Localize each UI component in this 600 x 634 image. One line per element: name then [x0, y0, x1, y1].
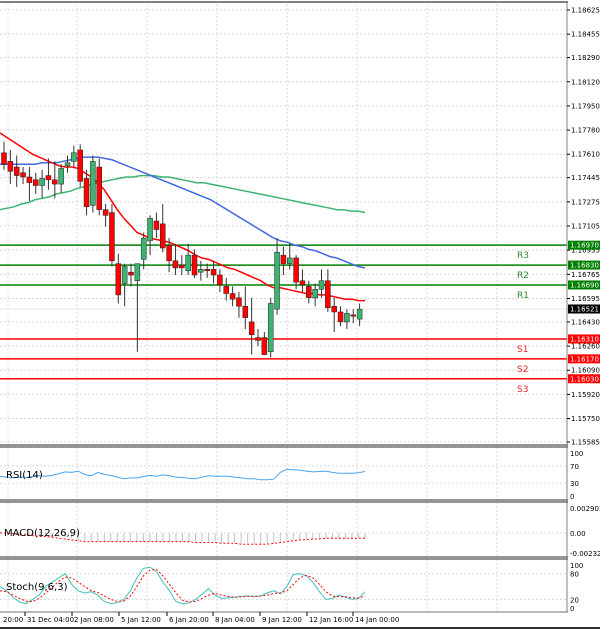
level-s2-label: S2	[517, 365, 528, 375]
time-axis[interactable]: 20:00 31 Dec 04:00 2 Jan 08:00 5 Jan 12:00 6…	[3, 612, 399, 624]
price-tick: 1.18290	[571, 54, 600, 62]
level-r2-label: R2	[517, 271, 529, 281]
price-tick: 1.16765	[571, 271, 600, 279]
rsi-label: RSI(14)	[6, 470, 43, 481]
grid-lines	[0, 4, 567, 612]
level-s3-price-tag	[568, 374, 600, 384]
price-tick: 1.16430	[571, 318, 600, 326]
price-tick: 1.15750	[571, 415, 600, 423]
macd-label: MACD(12,26,9)	[4, 528, 80, 539]
svg-text:30: 30	[570, 480, 579, 488]
level-r3-label: R3	[517, 251, 529, 261]
level-r1-label: R1	[517, 291, 529, 301]
svg-text:70: 70	[570, 463, 579, 471]
price-tick: 1.17780	[571, 127, 600, 135]
svg-text:1.16521: 1.16521	[570, 305, 599, 313]
time-tick: 31 Dec 04:00	[27, 616, 74, 624]
svg-text:0: 0	[570, 493, 574, 501]
price-tick: 1.16260	[571, 343, 600, 351]
price-axis[interactable]: 1.18625 1.18455 1.18290 1.18120 1.17950 1.177…	[567, 7, 600, 614]
time-tick: 20:00	[3, 616, 23, 624]
time-tick: 14 Jan 00:00	[355, 616, 399, 624]
svg-text:80: 80	[570, 571, 579, 579]
svg-text:1.16690: 1.16690	[570, 281, 599, 289]
level-s1-price-tag	[568, 334, 600, 344]
price-tick: 1.17445	[571, 174, 600, 182]
time-tick: 12 Jan 16:00	[309, 616, 353, 624]
price-tick: 1.17105	[571, 223, 600, 231]
price-tick: 1.17950	[571, 102, 600, 110]
price-tick: 1.16090	[571, 367, 600, 375]
time-tick: 8 Jan 04:00	[215, 616, 255, 624]
time-tick: 9 Jan 12:00	[262, 616, 302, 624]
candles	[1, 141, 363, 358]
svg-text:1.16830: 1.16830	[570, 262, 599, 270]
stoch-label: Stoch(9,6,3)	[6, 582, 68, 593]
svg-text:1.16170: 1.16170	[570, 355, 599, 363]
svg-text:1.16310: 1.16310	[570, 335, 599, 343]
price-tick: 1.15920	[571, 391, 600, 399]
price-tick: 1.16935	[571, 247, 600, 255]
svg-text:20: 20	[570, 596, 579, 604]
stoch-panel: Stoch(9,6,3)	[0, 566, 366, 605]
svg-text:-0.002324: -0.002324	[570, 550, 600, 558]
price-tick: 1.18120	[571, 78, 600, 86]
pivot-levels: R3 R2 R1 S1 S2 S3	[0, 244, 567, 395]
level-r3-price-tag	[568, 240, 600, 250]
price-tick: 1.17610	[571, 151, 600, 159]
price-tick: 1.18625	[571, 7, 600, 15]
level-r2-price-tag	[568, 260, 600, 270]
svg-text:0.00: 0.00	[570, 530, 586, 538]
price-tick: 1.18455	[571, 31, 600, 39]
price-tick: 1.16595	[571, 295, 600, 303]
price-tick: 1.15585	[571, 439, 600, 447]
level-s3-label: S3	[517, 385, 528, 395]
svg-text:100: 100	[570, 562, 583, 570]
time-tick: 2 Jan 08:00	[74, 616, 114, 624]
svg-text:0: 0	[570, 605, 574, 613]
time-tick: 6 Jan 20:00	[169, 616, 209, 624]
price-tick: 1.17275	[571, 198, 600, 206]
time-tick: 5 Jan 12:00	[121, 616, 161, 624]
svg-text:1.16970: 1.16970	[570, 242, 599, 250]
svg-text:100: 100	[570, 450, 583, 458]
rsi-panel: RSI(14)	[0, 468, 366, 481]
level-s2-price-tag	[568, 354, 600, 364]
level-r1-price-tag	[568, 280, 600, 290]
level-s1-label: S1	[517, 345, 528, 355]
svg-text:1.16030: 1.16030	[570, 375, 599, 383]
macd-panel: MACD(12,26,9)	[0, 528, 366, 545]
current-price-tag	[568, 304, 600, 314]
svg-text:0.002903: 0.002903	[570, 505, 600, 513]
